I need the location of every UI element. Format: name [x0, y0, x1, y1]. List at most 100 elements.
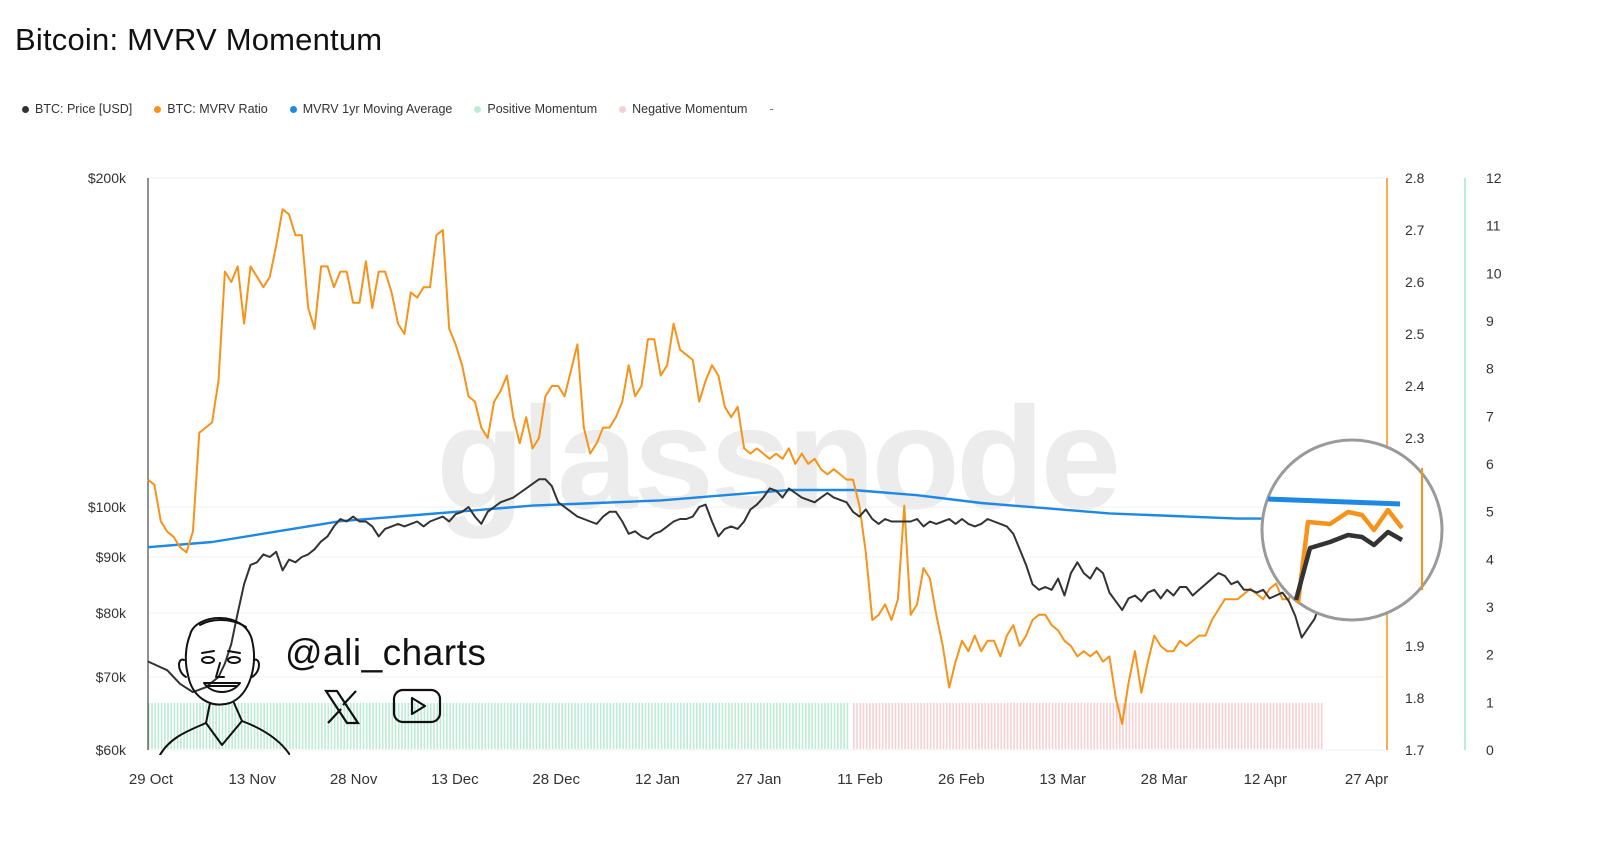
momentum-bar	[401, 703, 403, 749]
momentum-bar	[1010, 703, 1012, 749]
momentum-bar	[1160, 703, 1163, 749]
momentum-bar	[417, 703, 419, 749]
momentum-bar	[391, 703, 394, 749]
y-left-tick-label: $70k	[96, 669, 127, 685]
momentum-bar	[1253, 703, 1256, 749]
momentum-bar	[715, 703, 717, 749]
momentum-bar	[981, 703, 983, 749]
y-right-momentum-tick-label: 0	[1486, 742, 1494, 758]
momentum-bar	[990, 703, 993, 749]
momentum-bar	[699, 703, 701, 749]
momentum-bar	[708, 703, 711, 749]
momentum-bar	[1151, 703, 1153, 749]
momentum-bar	[545, 703, 547, 749]
legend-item-positive[interactable]: Positive Momentum	[474, 102, 597, 116]
momentum-bar	[667, 703, 669, 749]
legend-item-price[interactable]: BTC: Price [USD]	[22, 102, 132, 116]
x-tick-label: 13 Mar	[1039, 771, 1086, 788]
momentum-bar	[465, 703, 467, 749]
momentum-bar	[1131, 703, 1134, 749]
momentum-bar	[695, 703, 698, 749]
momentum-bar	[907, 703, 910, 749]
momentum-bar	[686, 703, 688, 749]
momentum-bar	[413, 703, 416, 749]
momentum-bar	[958, 703, 961, 749]
youtube-logo-icon[interactable]	[392, 688, 442, 724]
zoom-circle	[1260, 438, 1444, 622]
momentum-bar	[651, 703, 653, 749]
momentum-bar	[276, 703, 278, 749]
momentum-bar	[1054, 703, 1057, 749]
momentum-bar	[971, 703, 974, 749]
zoom-price-line	[1293, 529, 1404, 601]
momentum-bar	[1215, 703, 1217, 749]
momentum-bar	[638, 703, 640, 749]
momentum-bar	[622, 703, 624, 749]
y-left-tick-label: $100k	[88, 499, 127, 515]
momentum-bar	[913, 703, 916, 749]
momentum-bar	[487, 703, 490, 749]
momentum-bar	[804, 703, 807, 749]
momentum-bar	[897, 703, 900, 749]
momentum-bar	[628, 703, 631, 749]
momentum-bar	[1266, 703, 1269, 749]
momentum-bar	[1279, 703, 1281, 749]
momentum-bar	[846, 703, 849, 749]
series-line-btc-mvrv-ratio	[147, 208, 1322, 725]
legend-item-ma[interactable]: MVRV 1yr Moving Average	[289, 102, 452, 116]
legend-item-mvrv[interactable]: BTC: MVRV Ratio	[154, 102, 268, 116]
momentum-bar	[462, 703, 464, 749]
momentum-bar	[772, 703, 775, 749]
momentum-bar	[1240, 703, 1243, 749]
momentum-bar	[346, 703, 349, 749]
momentum-bar	[888, 703, 890, 749]
momentum-bar	[1282, 703, 1285, 749]
momentum-bar	[224, 703, 227, 749]
legend-item-negative[interactable]: Negative Momentum	[619, 102, 747, 116]
momentum-bar	[1067, 703, 1070, 749]
momentum-bar	[1170, 703, 1172, 749]
y-right-mvrv-tick-label: 1.9	[1405, 638, 1425, 654]
momentum-bar	[1320, 703, 1323, 749]
y-right-momentum-tick-label: 8	[1486, 361, 1494, 377]
momentum-bar	[1183, 703, 1185, 749]
momentum-bar	[340, 703, 342, 749]
momentum-bar	[776, 703, 778, 749]
momentum-bar	[814, 703, 817, 749]
momentum-bar	[423, 703, 426, 749]
momentum-bar	[1269, 703, 1272, 749]
y-right-momentum-tick-label: 11	[1486, 218, 1501, 234]
momentum-bar	[635, 703, 637, 749]
momentum-bar	[439, 703, 442, 749]
x-tick-label: 26 Feb	[938, 771, 985, 788]
momentum-bar	[260, 703, 262, 749]
momentum-bar	[285, 703, 288, 749]
momentum-bar	[1314, 703, 1317, 749]
momentum-bar	[984, 703, 987, 749]
series-line-mvrv-1yr-moving-average	[147, 488, 1321, 549]
momentum-bar	[1122, 703, 1124, 749]
legend-label: -	[769, 102, 774, 116]
momentum-bar	[551, 703, 554, 749]
momentum-bar	[750, 703, 753, 749]
momentum-bar	[1000, 703, 1003, 749]
momentum-bar	[1035, 703, 1038, 749]
momentum-bar	[885, 703, 887, 749]
momentum-bar	[721, 703, 724, 749]
legend-dot-icon	[619, 105, 627, 113]
momentum-bar	[1173, 703, 1176, 749]
momentum-bar	[744, 703, 746, 749]
x-logo-icon[interactable]	[322, 687, 362, 727]
momentum-bar	[263, 703, 265, 749]
momentum-bar	[1064, 703, 1067, 749]
momentum-bar	[1138, 703, 1140, 749]
y-right-mvrv-tick-label: 2.7	[1405, 222, 1425, 238]
legend-label: BTC: Price [USD]	[35, 102, 133, 116]
x-tick-label: 28 Mar	[1141, 771, 1188, 788]
momentum-bar	[513, 703, 515, 749]
momentum-bar	[1045, 703, 1047, 749]
momentum-bar	[1301, 703, 1304, 749]
momentum-bar	[1038, 703, 1041, 749]
momentum-bar	[820, 703, 823, 749]
momentum-bar	[490, 703, 493, 749]
